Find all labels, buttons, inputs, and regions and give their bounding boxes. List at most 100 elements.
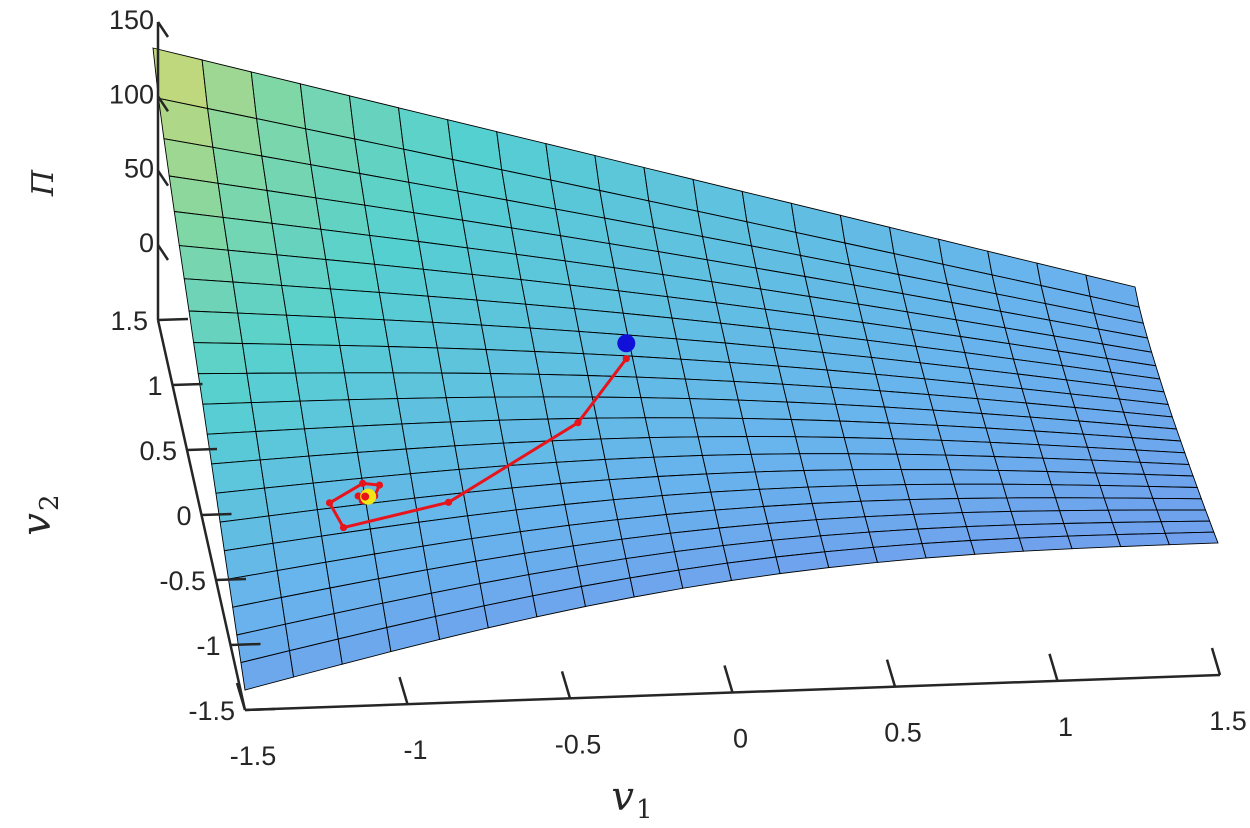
surface-cell <box>445 396 500 423</box>
surface-cell <box>1115 532 1170 548</box>
y-tick <box>157 317 189 322</box>
surface-cell <box>383 319 438 349</box>
surface-cell <box>529 327 585 355</box>
surface-cell <box>904 483 959 501</box>
surface-mesh <box>152 47 1219 691</box>
surface-cell <box>378 291 434 323</box>
surface-cell <box>329 288 385 321</box>
surface-cell <box>1111 521 1166 536</box>
surface-cell <box>860 499 915 518</box>
surface-cell <box>396 397 452 425</box>
surface-cell <box>232 281 288 316</box>
surface-cell <box>900 469 955 486</box>
y-tick-label: 0 <box>176 501 191 531</box>
surface-cell <box>742 417 797 438</box>
surface-cell <box>644 417 699 439</box>
surface-cell <box>1042 457 1097 474</box>
y-tick <box>186 447 218 452</box>
surface-cell <box>1067 534 1122 550</box>
surface-cell <box>227 249 283 286</box>
y-axis-title: v2 <box>14 494 65 535</box>
surface-cell <box>436 347 492 374</box>
y-tick <box>230 642 261 647</box>
z-tick <box>156 169 170 187</box>
surface-cell <box>374 263 429 297</box>
surface-cell <box>454 442 509 470</box>
surface-cell <box>1063 522 1118 537</box>
trajectory <box>325 334 636 532</box>
surface-cell <box>945 454 1000 471</box>
surface-cell <box>892 438 947 456</box>
x-tick-label: 0.5 <box>884 718 922 748</box>
trajectory-point <box>339 523 348 532</box>
surface-cell <box>299 399 354 430</box>
surface-cell <box>255 428 310 461</box>
surface-cell <box>940 439 995 457</box>
surface-cell <box>197 372 252 405</box>
surface-cell <box>1018 535 1073 552</box>
surface-cell <box>989 441 1044 459</box>
x-tick <box>235 682 247 711</box>
surface-cell <box>471 273 527 305</box>
x-tick-label: 0 <box>733 724 748 754</box>
surface-cell <box>202 402 257 435</box>
surface-cell <box>573 308 629 336</box>
surface-cell <box>706 471 760 493</box>
surface-cell <box>348 398 403 427</box>
surface-cell <box>476 299 531 329</box>
surface-cell <box>1147 485 1203 500</box>
surface-cell <box>211 459 266 494</box>
surface-cell <box>852 469 906 487</box>
y-tick-label: -0.5 <box>159 566 206 596</box>
y-tick-label: -1 <box>196 631 220 661</box>
trajectory-point <box>359 479 367 487</box>
surface-cell <box>343 372 399 401</box>
surface-cell <box>551 438 606 463</box>
surface-cell <box>729 361 784 385</box>
surface-cell <box>993 456 1048 472</box>
y-tick <box>201 512 232 517</box>
surface-cell <box>961 510 1016 528</box>
surface-cell <box>276 254 332 290</box>
surface-cell <box>1046 471 1101 486</box>
surface-cell <box>241 343 297 374</box>
surface-cell <box>1058 509 1114 524</box>
surface-cell <box>949 469 1004 485</box>
surface-cell <box>295 372 350 402</box>
surface-cell <box>746 436 801 455</box>
surface-cell <box>405 445 460 475</box>
x-tick-label: -0.5 <box>555 729 602 759</box>
surface-cell <box>246 372 301 404</box>
surface-cell <box>1038 444 1093 461</box>
surface-cell <box>653 454 708 477</box>
surface-cell <box>388 346 443 374</box>
surface-cell <box>799 453 854 471</box>
x-axis-title: v1 <box>611 774 652 825</box>
surface-cell <box>1139 461 1194 477</box>
z-axis-title: Π <box>26 169 61 197</box>
surface-cell <box>803 469 858 488</box>
surface-cell <box>401 421 456 450</box>
surface-cell <box>872 543 927 563</box>
surface-cell <box>183 278 239 314</box>
surface-cell <box>178 245 234 283</box>
surface-cell <box>1160 520 1215 534</box>
surface-cell <box>1050 484 1105 499</box>
z-tick-label: 50 <box>124 154 154 184</box>
z-tick <box>156 95 170 113</box>
surface-cell <box>538 373 593 398</box>
surface-cell <box>754 470 809 490</box>
surface-cell <box>1090 459 1146 475</box>
surface-cell <box>1143 473 1198 488</box>
surface-cell <box>334 316 390 347</box>
surface-cell <box>680 358 735 382</box>
surface-cell <box>1152 497 1207 511</box>
surface-cell <box>339 344 394 374</box>
z-tick <box>156 244 170 261</box>
surface-cell <box>206 431 261 465</box>
surface-cell <box>308 451 363 484</box>
surface-cell <box>640 397 695 419</box>
surface-cell <box>684 378 739 401</box>
surface-cell <box>835 403 890 424</box>
